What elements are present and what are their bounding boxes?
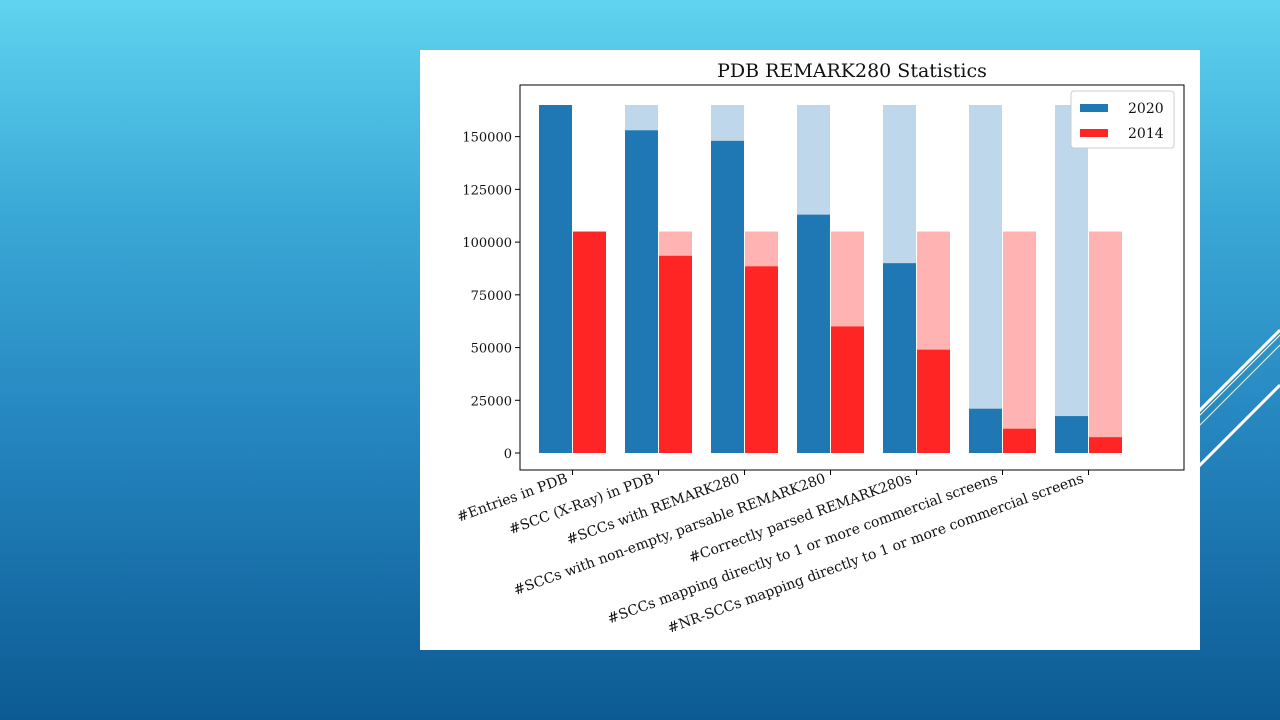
y-tick-label: 50000 <box>471 342 512 357</box>
bar-2020-5 <box>969 408 1002 453</box>
bar-2020-6 <box>1055 416 1088 453</box>
y-tick-label: 25000 <box>471 394 512 409</box>
chart-title: PDB REMARK280 Statistics <box>717 60 987 82</box>
bar-2014-1 <box>659 255 692 453</box>
bar-2020-2 <box>711 140 744 453</box>
y-tick-label: 125000 <box>462 183 512 198</box>
bar-background-2020-6 <box>1055 105 1088 453</box>
bar-2014-2 <box>745 266 778 453</box>
bar-2014-6 <box>1089 437 1122 453</box>
bar-background-2020-5 <box>969 105 1002 453</box>
bar-2014-0 <box>573 231 606 453</box>
legend-swatch-2014 <box>1080 129 1108 137</box>
bar-2014-5 <box>1003 428 1036 453</box>
y-tick-label: 75000 <box>471 289 512 304</box>
chart-panel: PDB REMARK280 Statistics 0 25000 50000 7500… <box>420 50 1200 650</box>
bar-background-2014-6 <box>1089 231 1122 453</box>
bar-2020-1 <box>625 130 658 453</box>
plot-frame <box>519 84 1185 471</box>
bar-background-2014-5 <box>1003 231 1036 453</box>
bar-2014-3 <box>831 326 864 453</box>
legend-label-2020: 2020 <box>1128 101 1164 117</box>
bar-2020-0 <box>539 105 572 453</box>
y-tick-label: 100000 <box>462 236 512 251</box>
y-tick-label: 150000 <box>462 131 512 146</box>
legend-swatch-2020 <box>1080 104 1108 112</box>
bar-2014-4 <box>917 349 950 453</box>
y-tick-label: 0 <box>504 447 512 462</box>
bar-chart: PDB REMARK280 Statistics 0 25000 50000 7500… <box>420 50 1200 650</box>
bar-2020-3 <box>797 214 830 453</box>
legend-label-2014: 2014 <box>1128 126 1164 142</box>
bar-2020-4 <box>883 263 916 453</box>
